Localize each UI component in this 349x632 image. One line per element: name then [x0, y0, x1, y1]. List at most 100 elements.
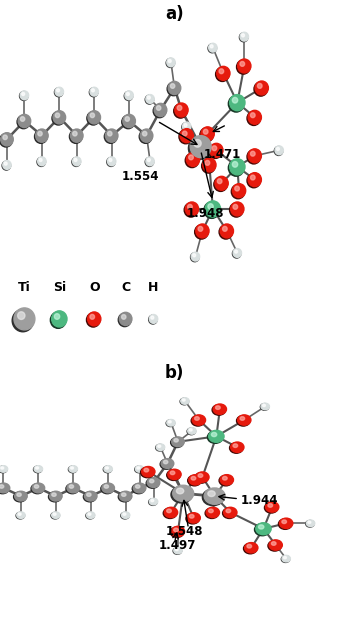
Circle shape: [232, 184, 246, 198]
Circle shape: [211, 432, 217, 437]
Circle shape: [175, 103, 188, 117]
Circle shape: [173, 485, 194, 502]
Circle shape: [52, 311, 67, 327]
Circle shape: [103, 466, 112, 473]
Circle shape: [105, 467, 109, 469]
Circle shape: [166, 420, 174, 427]
Circle shape: [20, 117, 25, 121]
Circle shape: [279, 519, 292, 530]
Circle shape: [186, 152, 200, 166]
Circle shape: [276, 147, 280, 150]
Circle shape: [90, 314, 95, 319]
Circle shape: [151, 316, 154, 319]
Circle shape: [34, 485, 39, 488]
Circle shape: [228, 160, 244, 176]
Circle shape: [213, 404, 227, 415]
Circle shape: [54, 313, 60, 319]
Circle shape: [306, 520, 315, 526]
Circle shape: [109, 159, 112, 162]
Circle shape: [272, 542, 276, 545]
Circle shape: [34, 466, 43, 472]
Circle shape: [0, 483, 9, 494]
Circle shape: [126, 92, 129, 95]
Circle shape: [149, 498, 158, 505]
Circle shape: [1, 467, 4, 469]
Circle shape: [280, 518, 293, 528]
Circle shape: [186, 513, 200, 524]
Circle shape: [209, 144, 222, 159]
Circle shape: [89, 88, 98, 97]
Circle shape: [171, 486, 192, 503]
Circle shape: [121, 512, 130, 518]
Circle shape: [177, 106, 182, 111]
Circle shape: [189, 475, 202, 485]
Circle shape: [15, 491, 27, 501]
Circle shape: [39, 159, 42, 162]
Circle shape: [0, 466, 7, 473]
Circle shape: [167, 420, 175, 426]
Circle shape: [123, 513, 126, 515]
Circle shape: [145, 157, 154, 166]
Circle shape: [68, 466, 77, 473]
Circle shape: [102, 483, 114, 493]
Circle shape: [201, 127, 214, 141]
Circle shape: [306, 521, 314, 527]
Circle shape: [158, 445, 161, 447]
Circle shape: [164, 507, 178, 518]
Circle shape: [17, 493, 21, 496]
Circle shape: [203, 130, 208, 134]
Circle shape: [87, 512, 95, 518]
Circle shape: [168, 469, 181, 480]
Circle shape: [262, 404, 266, 406]
Circle shape: [167, 470, 180, 480]
Circle shape: [192, 415, 206, 425]
Circle shape: [50, 312, 66, 329]
Circle shape: [239, 33, 248, 42]
Circle shape: [282, 520, 287, 523]
Circle shape: [101, 483, 114, 494]
Circle shape: [17, 312, 25, 319]
Text: 1.554: 1.554: [122, 171, 159, 183]
Circle shape: [4, 162, 7, 165]
Circle shape: [268, 504, 273, 507]
Circle shape: [135, 466, 144, 472]
Circle shape: [205, 508, 219, 518]
Circle shape: [135, 466, 143, 473]
Circle shape: [191, 415, 205, 426]
Circle shape: [154, 104, 167, 116]
Circle shape: [69, 130, 82, 143]
Circle shape: [1, 133, 13, 146]
Circle shape: [268, 540, 282, 551]
Circle shape: [231, 185, 245, 198]
Circle shape: [161, 459, 174, 468]
Circle shape: [231, 442, 244, 453]
Circle shape: [0, 485, 4, 488]
Circle shape: [107, 157, 115, 166]
Circle shape: [171, 526, 185, 537]
Circle shape: [188, 428, 196, 434]
Circle shape: [73, 157, 81, 166]
Text: O: O: [89, 281, 99, 295]
Circle shape: [12, 309, 34, 332]
Circle shape: [226, 509, 231, 513]
Circle shape: [107, 131, 112, 136]
Circle shape: [153, 104, 166, 118]
Circle shape: [87, 493, 91, 496]
Circle shape: [36, 467, 39, 469]
Circle shape: [258, 83, 262, 88]
Circle shape: [146, 95, 154, 104]
Circle shape: [132, 483, 145, 494]
Circle shape: [232, 162, 238, 167]
Circle shape: [266, 502, 279, 512]
Circle shape: [230, 442, 243, 453]
Circle shape: [22, 92, 25, 95]
Circle shape: [123, 114, 135, 128]
Circle shape: [140, 129, 153, 142]
Circle shape: [173, 548, 181, 554]
Circle shape: [139, 130, 152, 143]
Circle shape: [269, 540, 282, 550]
Circle shape: [212, 404, 226, 415]
Circle shape: [191, 252, 200, 261]
Circle shape: [174, 528, 178, 532]
Circle shape: [248, 173, 261, 186]
